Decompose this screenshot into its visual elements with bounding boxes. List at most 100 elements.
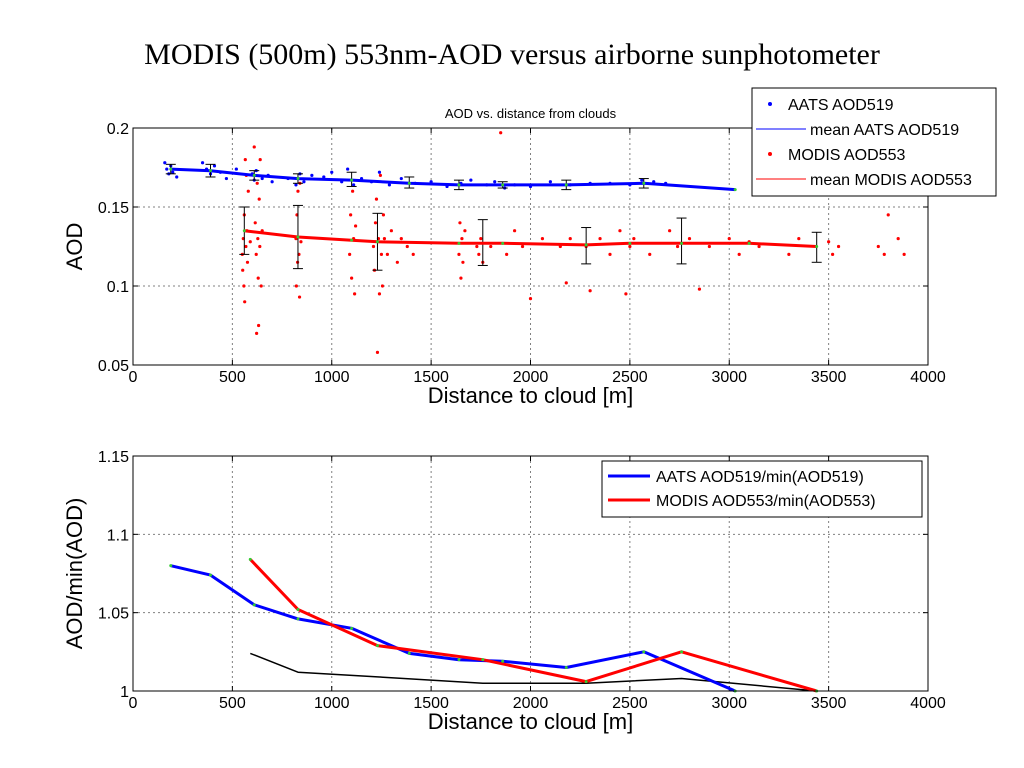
bottom-chart-data — [169, 557, 819, 693]
modis-aod553-point — [245, 260, 250, 264]
modis-aod553-point — [624, 292, 628, 296]
slide-title: MODIS (500m) 553nm-AOD versus airborne s… — [144, 38, 880, 71]
line-vertex-marker — [242, 229, 246, 233]
aats-aod519-point — [302, 180, 306, 184]
y-tick-label: 0.2 — [107, 121, 129, 138]
modis-aod553-point — [377, 292, 382, 296]
top-chart-legend: AATS AOD519 mean AATS AOD519 MODIS AOD553 m… — [751, 87, 997, 197]
line-vertex-marker — [209, 169, 213, 173]
modis-aod553-point — [349, 213, 353, 217]
modis-aod553-point — [382, 237, 387, 241]
line-vertex-marker — [680, 241, 684, 245]
aats-aod519-point — [548, 180, 552, 184]
aats-aod519-point — [234, 167, 238, 171]
modis-aod553-point — [458, 221, 462, 225]
line-vertex-marker — [457, 658, 461, 662]
line-vertex-marker — [501, 241, 505, 245]
modis-aod553-point — [296, 189, 300, 193]
x-tick-label: 500 — [219, 369, 246, 386]
modis-aod553-point — [461, 260, 465, 264]
legend-entry-label: MODIS AOD553/min(AOD553) — [656, 493, 876, 510]
x-tick-label: 2500 — [612, 369, 648, 386]
modis-aod553-point — [405, 244, 409, 249]
modis-aod553-point — [499, 131, 503, 135]
modis-aod553-point — [258, 244, 262, 249]
modis-aod553-point — [608, 252, 612, 256]
modis-aod553-point — [618, 229, 622, 233]
modis-aod553-point — [351, 189, 355, 193]
modis-aod553-point — [380, 284, 385, 288]
y-tick-label: 0.1 — [107, 279, 129, 296]
y-axis-label: AOD — [62, 223, 87, 271]
aats-aod519-point — [330, 170, 334, 174]
aats-aod519-point — [399, 176, 403, 181]
modis-aod553-point — [242, 284, 246, 288]
aats-aod519-point — [310, 173, 314, 177]
y-tick-label: 0.05 — [98, 358, 129, 375]
modis-aod553-point — [297, 295, 302, 299]
chart-title: AOD vs. distance from clouds — [445, 106, 617, 121]
modis-aod553-point — [354, 224, 358, 228]
aats-aod519-point — [175, 175, 179, 179]
aats-aod519-point — [224, 176, 229, 181]
modis-aod553-point — [564, 281, 568, 285]
line-vertex-marker — [350, 178, 354, 182]
y-tick-label: 1.05 — [98, 606, 129, 623]
modis-aod553-point — [697, 287, 702, 291]
aats-aod519-point — [346, 167, 350, 171]
line-vertex-marker — [209, 573, 213, 577]
aats-aod519-point — [469, 178, 473, 182]
modis-aod553-point — [258, 158, 262, 162]
top-chart-data — [163, 131, 906, 354]
modis-aod553-point — [831, 252, 835, 256]
bottom-chart-legend: AATS AOD519/min(AOD519) MODIS AOD553/min(… — [601, 460, 923, 518]
plot-frame — [132, 455, 929, 692]
legend-box — [751, 87, 997, 197]
aats-aod519-point — [200, 161, 205, 165]
legend-marker — [768, 102, 772, 106]
modis-aod553-point — [882, 252, 886, 256]
modis-aod553-point — [399, 237, 403, 241]
modis-aod553-point — [628, 244, 632, 249]
line-vertex-marker — [248, 557, 252, 561]
aats-aod519-point — [171, 170, 175, 174]
x-tick-label: 1500 — [413, 369, 449, 386]
line-vertex-marker — [375, 240, 379, 244]
y-tick-label: 1.15 — [98, 449, 129, 466]
modis-aod553-point — [294, 284, 298, 288]
modis-aod553-point — [246, 189, 250, 193]
modis-aod553-point — [540, 237, 545, 241]
x-tick-label: 2000 — [513, 369, 549, 386]
line-vertex-marker — [628, 241, 632, 245]
line-vertex-marker — [407, 651, 411, 655]
modis-aod553-point — [896, 237, 900, 241]
y-tick-label: 0.15 — [98, 200, 129, 217]
modis-aod553-point — [381, 213, 386, 217]
modis-aod553-point — [588, 289, 592, 293]
y-axis-label: AOD/min(AOD) — [62, 498, 87, 650]
x-tick-label: 0 — [129, 695, 138, 712]
line-vertex-marker — [252, 173, 256, 177]
modis-aod553-point — [248, 240, 252, 244]
bottom-chart-panel: 0 500 1000 1500 2000 2500 3000 3500 4000 1 1.05 1.1… — [62, 449, 946, 734]
modis-aod553-point — [836, 244, 841, 249]
legend-entry-label: MODIS AOD553 — [788, 147, 905, 164]
modis-aod553-point — [257, 323, 261, 328]
modis-aod553-point — [259, 284, 263, 288]
modis-aod553-point — [460, 237, 464, 241]
aats-aod519-point — [377, 170, 382, 174]
line-vertex-marker — [564, 183, 568, 187]
line-vertex-marker — [350, 626, 354, 630]
aats-aod519-point — [387, 183, 391, 187]
modis-aod553-point — [463, 229, 467, 233]
x-tick-label: 1000 — [314, 369, 350, 386]
x-tick-label: 3500 — [811, 695, 847, 712]
modis-aod553-point — [787, 252, 791, 256]
x-tick-label: 3000 — [711, 369, 747, 386]
aats-aod519-point — [260, 176, 264, 181]
x-tick-label: 1000 — [314, 695, 350, 712]
line-vertex-marker — [733, 188, 737, 192]
modis-aod553-point — [243, 158, 247, 162]
aats-aod519-point — [322, 175, 326, 179]
